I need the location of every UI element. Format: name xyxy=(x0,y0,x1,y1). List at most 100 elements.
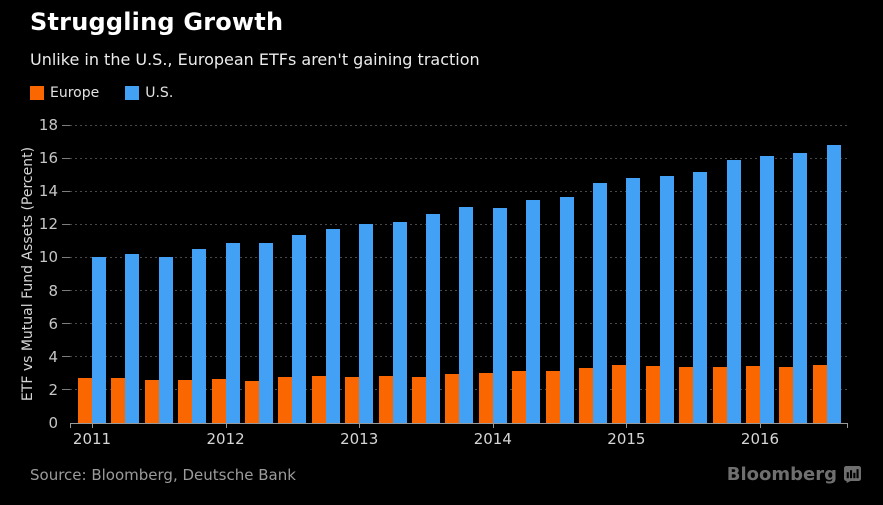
y-tick-16 xyxy=(62,157,70,159)
y-tick-10 xyxy=(62,256,70,258)
y-tick-label-2: 2 xyxy=(48,380,58,399)
chart-title: Struggling Growth xyxy=(30,8,284,36)
bar-europe-2013-q1 xyxy=(345,376,360,423)
gridline-14 xyxy=(70,190,848,192)
legend-item-us: U.S. xyxy=(125,85,173,101)
y-tick-4 xyxy=(62,356,70,358)
y-tick-label-8: 8 xyxy=(48,281,58,300)
y-tick-label-18: 18 xyxy=(38,116,58,134)
y-tick-label-4: 4 xyxy=(48,347,58,366)
bar-europe-2011-q3 xyxy=(144,379,159,423)
bar-us-2014-q4 xyxy=(593,182,607,423)
gridline-16 xyxy=(70,157,848,159)
legend-label-europe: Europe xyxy=(50,85,100,101)
bar-europe-2011-q4 xyxy=(178,379,193,423)
bar-europe-2015-q3 xyxy=(679,366,694,423)
x-tick-label-2014: 2014 xyxy=(473,430,512,448)
bar-us-2011-q1 xyxy=(92,256,106,423)
gridline-4 xyxy=(70,356,848,358)
gridline-6 xyxy=(70,323,848,325)
bar-europe-2016-q3 xyxy=(812,365,827,423)
bar-us-2013-q2 xyxy=(392,221,407,423)
bar-europe-2012-q1 xyxy=(211,379,226,423)
bar-us-2013-q4 xyxy=(459,206,474,423)
x-tick-label-2011: 2011 xyxy=(72,430,112,448)
bar-us-2016-q1 xyxy=(760,155,774,423)
x-tick-label-2015: 2015 xyxy=(607,430,646,448)
legend-label-us: U.S. xyxy=(145,85,174,101)
bar-europe-2016-q1 xyxy=(746,365,760,423)
bar-europe-2014-q1 xyxy=(478,372,493,423)
y-tick-18 xyxy=(62,124,70,126)
bar-europe-2014-q3 xyxy=(545,370,560,423)
x-tick-2012 xyxy=(225,424,227,428)
y-tick-label-0: 0 xyxy=(48,414,58,432)
bar-europe-2015-q2 xyxy=(645,365,660,423)
plot-area: 0 2 4 6 8 10 12 14 16 18 2011 2012 2013 2014 2015 2016 xyxy=(39,117,848,448)
legend-item-europe: Europe xyxy=(30,85,99,101)
bar-us-2015-q2 xyxy=(659,175,674,423)
y-axis-title: ETF vs Mutual Fund Assets (Percent) xyxy=(20,146,36,402)
chart-subtitle: Unlike in the U.S., European ETFs aren't… xyxy=(30,50,480,69)
y-tick-12 xyxy=(62,223,70,225)
legend-swatch-europe-icon xyxy=(30,86,44,100)
bar-europe-2015-q4 xyxy=(712,366,727,423)
bar-europe-2015-q1 xyxy=(612,365,627,423)
bar-us-2011-q3 xyxy=(158,256,173,423)
bar-us-2014-q1 xyxy=(492,207,507,423)
bar-europe-2014-q4 xyxy=(579,368,593,423)
bar-us-2015-q4 xyxy=(726,159,741,423)
bar-us-2015-q3 xyxy=(693,172,708,423)
bar-europe-2011-q2 xyxy=(111,378,126,423)
y-tick-label-6: 6 xyxy=(48,314,58,333)
bar-us-2013-q1 xyxy=(359,223,374,423)
legend-swatch-us-icon xyxy=(125,86,140,100)
source-note: Source: Bloomberg, Deutsche Bank xyxy=(30,466,296,484)
bar-us-2011-q4 xyxy=(192,249,207,423)
y-tick-label-12: 12 xyxy=(38,215,58,234)
legend: Europe U.S. xyxy=(30,85,173,101)
bar-us-2012-q3 xyxy=(292,235,307,423)
bar-europe-2012-q4 xyxy=(311,375,326,423)
bloomberg-wordmark: Bloomberg xyxy=(726,464,837,485)
x-tick-label-2013: 2013 xyxy=(340,430,379,448)
bar-europe-2012-q2 xyxy=(245,380,259,423)
gridline-10 xyxy=(70,256,848,258)
bar-europe-2013-q2 xyxy=(378,375,393,423)
x-tick-2013 xyxy=(359,424,361,428)
bar-europe-2012-q3 xyxy=(278,376,293,423)
gridline-8 xyxy=(70,290,848,292)
bar-us-2014-q2 xyxy=(526,200,541,423)
bar-us-2015-q1 xyxy=(626,177,641,423)
bar-us-2012-q4 xyxy=(325,229,340,423)
bar-europe-2016-q2 xyxy=(779,366,794,423)
x-tick-2015 xyxy=(626,424,628,428)
bloomberg-logo: Bloomberg xyxy=(727,464,861,485)
gridline-18 xyxy=(70,124,848,126)
bar-us-2011-q2 xyxy=(125,254,140,423)
bar-us-2014-q3 xyxy=(559,197,574,423)
x-tick-2011 xyxy=(92,424,93,428)
x-axis-left-end-tick xyxy=(70,424,71,428)
bar-europe-2014-q2 xyxy=(512,370,527,423)
x-axis-right-end-tick xyxy=(847,424,848,428)
x-tick-label-2012: 2012 xyxy=(206,430,245,448)
y-tick-2 xyxy=(62,389,70,391)
y-tick-label-16: 16 xyxy=(38,149,58,168)
bar-us-2012-q1 xyxy=(225,242,240,423)
x-tick-2016 xyxy=(760,424,761,428)
y-tick-label-14: 14 xyxy=(38,182,58,201)
bloomberg-terminal-icon xyxy=(844,466,861,483)
x-tick-2014 xyxy=(492,424,494,428)
bar-europe-2011-q1 xyxy=(78,378,92,423)
gridline-12 xyxy=(70,223,848,225)
bar-europe-2013-q3 xyxy=(412,376,426,423)
bar-us-2013-q3 xyxy=(426,214,440,423)
bar-us-2012-q2 xyxy=(259,242,273,423)
y-tick-8 xyxy=(62,290,70,292)
y-tick-6 xyxy=(62,323,70,325)
y-tick-14 xyxy=(62,190,70,192)
bar-us-2016-q3 xyxy=(826,144,841,423)
y-tick-label-10: 10 xyxy=(38,248,58,267)
